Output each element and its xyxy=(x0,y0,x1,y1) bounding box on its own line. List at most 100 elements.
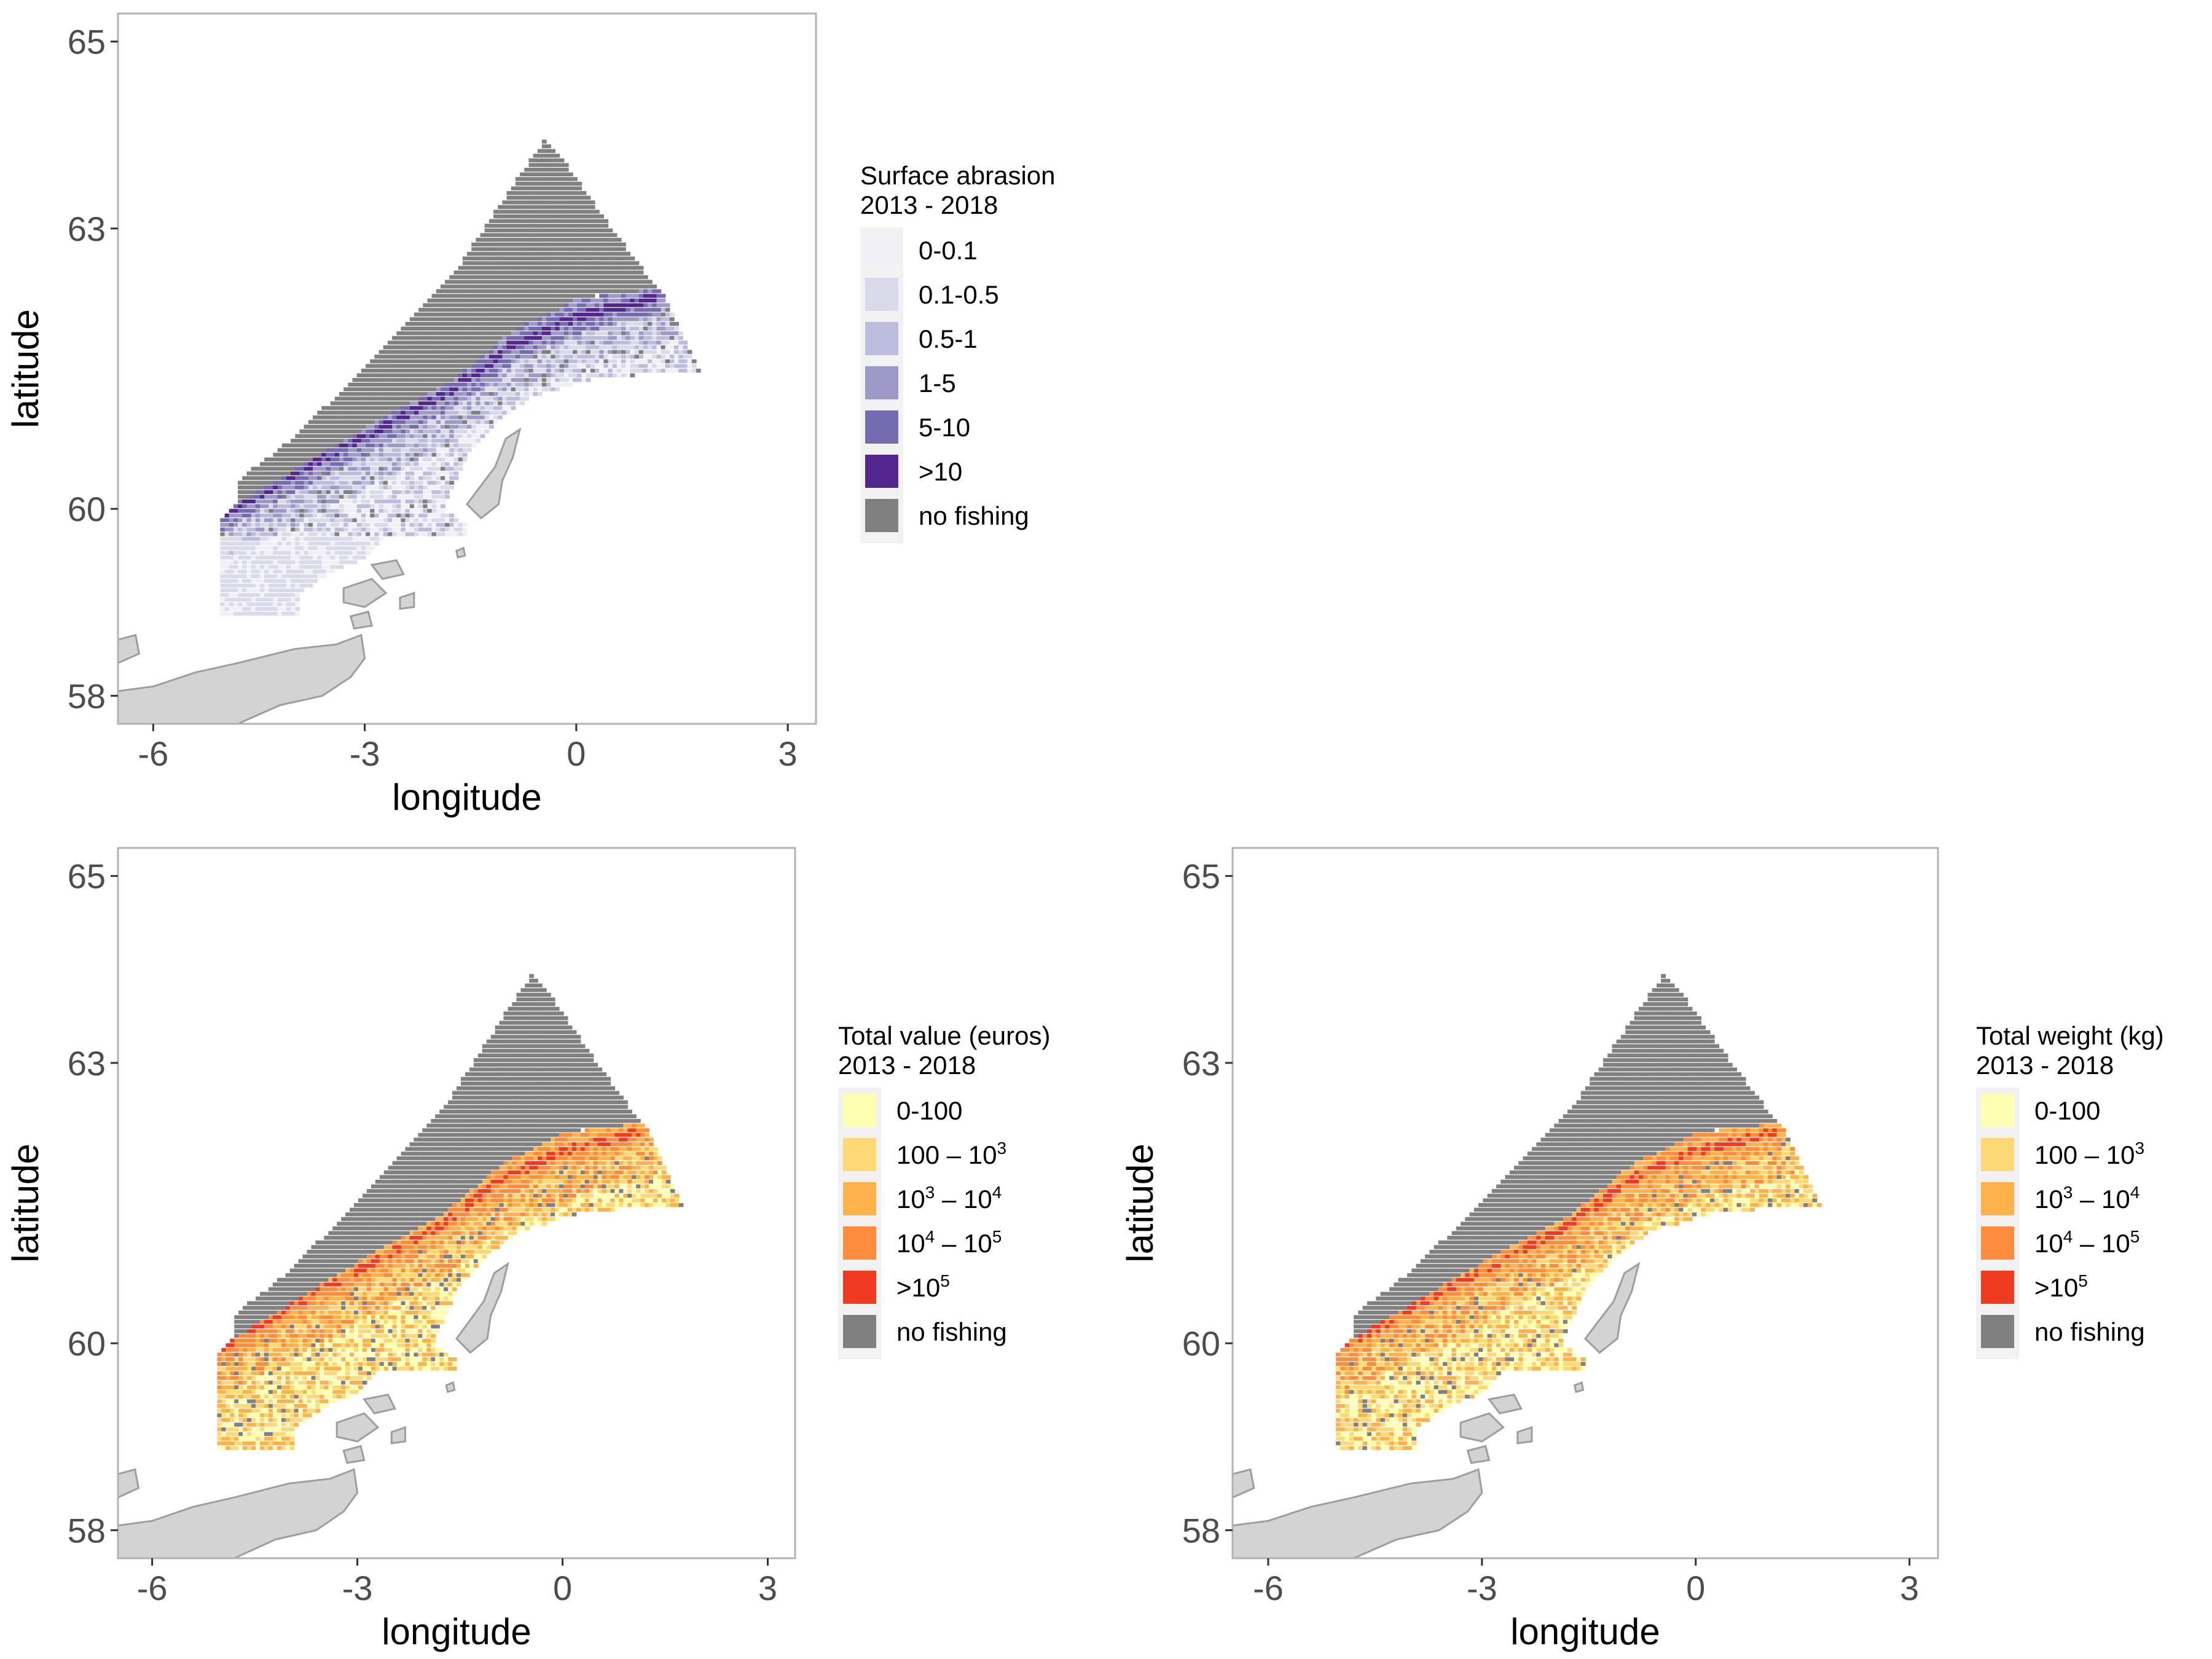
x-tick-label: 3 xyxy=(1900,1569,1919,1607)
land-orkney xyxy=(370,559,405,580)
legend-key-background xyxy=(838,1088,881,1359)
land-mainland xyxy=(118,1468,359,1558)
land-shetland xyxy=(455,1261,509,1354)
y-tick-label: 65 xyxy=(68,857,106,896)
map-panel-total-weight: -6 -3 0 3 58 60 63 65 longitude latitude Total wei… xyxy=(1120,847,2164,1652)
land-shetland xyxy=(466,427,522,520)
y-tick-label: 63 xyxy=(68,1044,106,1083)
land-fair-isle xyxy=(445,1381,456,1394)
land-fair-isle xyxy=(455,546,466,559)
grid-cells xyxy=(220,139,701,616)
legend-label: >105​ xyxy=(896,1271,950,1302)
legend-label: 103​ – 104​ xyxy=(896,1183,1002,1214)
y-tick-label: 60 xyxy=(68,490,106,528)
legend-label: 0-0.1 xyxy=(919,236,978,265)
grid-cells xyxy=(217,974,684,1450)
x-tick-label: 0 xyxy=(567,734,586,773)
land-orkney xyxy=(342,1445,366,1464)
legend-swatch xyxy=(1981,1271,2014,1304)
x-tick-label: 0 xyxy=(1686,1569,1705,1607)
x-tick-label: -6 xyxy=(137,1569,168,1607)
x-axis-title: longitude xyxy=(382,1611,531,1652)
y-tick-label: 63 xyxy=(68,210,106,248)
land xyxy=(118,1261,509,1558)
land-orkney xyxy=(1487,1394,1523,1414)
legend-title: Total value (euros) xyxy=(838,1021,1051,1050)
y-tick-label: 65 xyxy=(1182,857,1220,896)
land-orkney xyxy=(399,592,415,610)
legend-swatch xyxy=(843,1182,876,1215)
legend-label: 0.1-0.5 xyxy=(919,280,999,309)
legend-label: no fishing xyxy=(2034,1317,2145,1346)
x-axis-title: longitude xyxy=(1510,1611,1660,1652)
y-axis-title: latitude xyxy=(5,1143,46,1262)
panel-border xyxy=(1231,847,1939,1559)
legend-title: Surface abrasion xyxy=(860,161,1056,190)
legend-swatch xyxy=(865,278,898,311)
y-axis-title: latitude xyxy=(5,309,46,428)
legend-key-background xyxy=(1976,1088,2019,1359)
land-orkney xyxy=(342,578,388,608)
land-orkney xyxy=(390,1426,406,1445)
legend-swatch xyxy=(1981,1315,2014,1348)
legend-swatch xyxy=(865,233,898,267)
legend-label: no fishing xyxy=(919,501,1029,530)
y-tick-label: 58 xyxy=(1182,1511,1220,1550)
x-tick-label: -6 xyxy=(1253,1569,1284,1607)
legend-swatch xyxy=(865,410,898,444)
land-orkney xyxy=(1466,1445,1491,1464)
x-tick-label: -3 xyxy=(350,734,380,773)
legend-label: 104​ – 105​ xyxy=(2034,1227,2139,1258)
legend-swatch xyxy=(843,1226,876,1260)
map-panel-total-value: -6 -3 0 3 58 60 63 65 longitude latitude Total val… xyxy=(5,847,1051,1652)
x-axis-title: longitude xyxy=(392,777,542,818)
x-tick-label: -6 xyxy=(138,734,168,773)
land-orkney xyxy=(1459,1412,1505,1443)
legend-label: 0-100 xyxy=(896,1096,962,1125)
y-tick-label: 63 xyxy=(1182,1044,1220,1083)
y-axis-title: latitude xyxy=(1120,1143,1161,1262)
x-tick-label: -3 xyxy=(342,1569,373,1607)
y-tick-label: 65 xyxy=(68,23,106,61)
legend-label: >105​ xyxy=(2034,1271,2088,1302)
legend-swatch xyxy=(865,499,898,532)
legend-label: 100 – 103​ xyxy=(896,1139,1006,1169)
legend-title: 2013 - 2018 xyxy=(1976,1051,2114,1080)
legend-swatch xyxy=(1981,1182,2014,1215)
legend-label: 100 – 103​ xyxy=(2034,1139,2144,1169)
legend-swatch xyxy=(843,1315,876,1348)
land xyxy=(118,427,522,724)
x-tick-label: -3 xyxy=(1467,1569,1497,1607)
y-tick-label: 58 xyxy=(68,677,106,715)
legend-label: 5-10 xyxy=(919,413,970,442)
legend-swatch xyxy=(1981,1226,2014,1260)
legend-swatch xyxy=(843,1138,876,1171)
grid-cells xyxy=(1336,974,1822,1450)
legend: Surface abrasion 2013 - 2018 0-0.1 0.1-0.5… xyxy=(860,161,1056,543)
legend-swatch xyxy=(843,1094,876,1127)
land-orkney xyxy=(349,610,373,630)
y-tick-label: 60 xyxy=(1182,1324,1220,1363)
land-mainland xyxy=(118,633,366,724)
land xyxy=(1233,1261,1641,1558)
legend-title: 2013 - 2018 xyxy=(838,1051,976,1080)
legend-swatch xyxy=(865,455,898,488)
legend-label: 0.5-1 xyxy=(919,324,978,353)
land-hebrides xyxy=(118,633,141,664)
legend-label: 104​ – 105​ xyxy=(896,1227,1002,1258)
land-shetland xyxy=(1584,1261,1641,1354)
legend: Total value (euros) 2013 - 2018 0-100 100 … xyxy=(838,1021,1051,1359)
map-panel-surface-abrasion: -6 -3 0 3 58 60 63 65 longitude latitude Surface a… xyxy=(5,12,1056,818)
x-tick-label: 3 xyxy=(779,734,798,773)
panel-border xyxy=(117,847,796,1559)
legend-label: 0-100 xyxy=(2034,1096,2100,1125)
legend-label: >10 xyxy=(919,457,962,486)
land-orkney xyxy=(335,1412,380,1443)
land-hebrides xyxy=(118,1468,140,1499)
legend-label: 1-5 xyxy=(919,369,956,398)
land-fair-isle xyxy=(1573,1381,1585,1394)
x-tick-label: 3 xyxy=(758,1569,777,1607)
legend-label: 103​ – 104​ xyxy=(2034,1183,2139,1214)
legend-title: 2013 - 2018 xyxy=(860,190,998,219)
legend-swatch xyxy=(843,1271,876,1304)
